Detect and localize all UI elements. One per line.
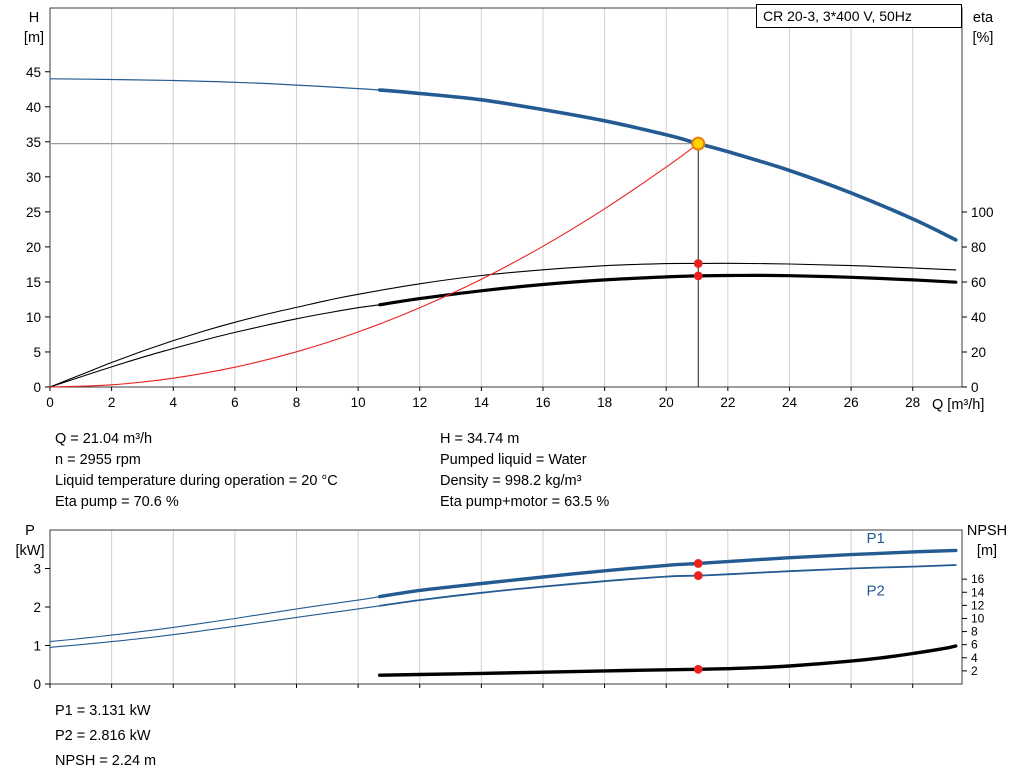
info-p2: P2 = 2.816 kW: [55, 728, 151, 744]
p2-curve-thin: [49, 605, 381, 648]
p2-curve: [378, 564, 957, 607]
right-tick-label: 2: [971, 664, 978, 678]
right-tick-label: 40: [971, 310, 986, 325]
x-tick-label: 22: [720, 395, 735, 410]
x-tick-label: 6: [231, 395, 239, 410]
x-tick-label: 18: [597, 395, 612, 410]
left-tick-label: 5: [33, 345, 41, 360]
x-tick-label: 10: [351, 395, 366, 410]
left-axis-title: P: [25, 523, 35, 539]
info-flow: Q = 21.04 m³/h: [55, 431, 153, 447]
left-tick-label: 3: [33, 562, 41, 577]
eta-pump-motor-thin: [49, 304, 381, 388]
right-tick-label: 20: [971, 345, 986, 360]
left-tick-label: 15: [26, 275, 41, 290]
npsh-curve: [378, 644, 958, 677]
right-tick-label: 80: [971, 240, 986, 255]
x-tick-label: 20: [659, 395, 674, 410]
x-tick-label: 0: [46, 395, 54, 410]
x-tick-label: 12: [412, 395, 427, 410]
info-speed: n = 2955 rpm: [55, 452, 141, 468]
duty-info-left-column: Q = 21.04 m³/h n = 2955 rpm Liquid tempe…: [55, 429, 338, 513]
right-tick-label: 60: [971, 275, 986, 290]
left-tick-label: 40: [26, 100, 41, 115]
left-tick-label: 2: [33, 600, 41, 615]
x-tick-label: 16: [535, 395, 550, 410]
x-tick-label: 2: [108, 395, 116, 410]
right-axis-title: eta: [973, 10, 994, 26]
eta-pump-duty-dot: [693, 259, 703, 268]
info-liquid-temperature: Liquid temperature during operation = 20…: [55, 473, 338, 489]
left-tick-label: 35: [26, 135, 41, 150]
left-axis-unit: [kW]: [16, 543, 45, 559]
x-tick-label: 8: [293, 395, 301, 410]
right-tick-label: 4: [971, 651, 978, 665]
p2-duty-dot: [693, 571, 703, 580]
p1-curve: [378, 548, 958, 599]
right-axis-unit: [m]: [977, 543, 997, 559]
system-curve: [49, 143, 699, 388]
right-tick-label: 16: [971, 572, 985, 586]
left-tick-label: 25: [26, 205, 41, 220]
left-tick-label: 0: [33, 677, 41, 692]
npsh-duty-dot: [693, 664, 703, 674]
duty-info-right-column: H = 34.74 m Pumped liquid = Water Densit…: [440, 429, 609, 513]
eta-pump-motor-duty-dot: [693, 271, 703, 281]
qh-eta-chart: 0 2 4 6 8 10 12 14 16 18 20 22 24 26 28051015202530354…: [24, 7, 994, 413]
p2-label: P2: [866, 582, 884, 599]
right-tick-label: 100: [971, 205, 994, 220]
right-tick-label: 8: [971, 625, 978, 639]
left-tick-label: 20: [26, 240, 41, 255]
info-head: H = 34.74 m: [440, 431, 520, 447]
left-axis-unit: [m]: [24, 30, 44, 46]
right-tick-label: 6: [971, 638, 978, 652]
h-curve: [377, 88, 958, 242]
duty-point-marker[interactable]: [691, 136, 706, 151]
right-tick-label: 10: [971, 611, 985, 625]
p1-duty-dot: [693, 559, 703, 568]
info-eta-pump-motor: Eta pump+motor = 63.5 %: [440, 494, 610, 510]
x-tick-label: 14: [474, 395, 490, 410]
left-tick-label: 10: [26, 310, 41, 325]
pump-type-label: CR 20-3, 3*400 V, 50Hz: [756, 4, 962, 28]
x-tick-label: 4: [169, 395, 177, 410]
h-curve-thin: [49, 78, 381, 91]
left-tick-label: 45: [26, 65, 41, 80]
right-axis-unit: [%]: [973, 30, 994, 46]
plot-frame: [49, 7, 963, 388]
p1-curve-thin: [49, 596, 381, 643]
x-tick-label: 26: [844, 395, 859, 410]
left-axis-title: H: [29, 10, 39, 26]
info-p1: P1 = 3.131 kW: [55, 703, 151, 719]
plot-frame: [49, 529, 963, 685]
right-tick-label: 0: [971, 380, 979, 395]
p1-label: P1: [866, 530, 884, 547]
left-tick-label: 1: [33, 639, 41, 654]
x-tick-label: 24: [782, 395, 798, 410]
info-npsh: NPSH = 2.24 m: [55, 753, 157, 769]
x-tick-label: 28: [905, 395, 920, 410]
power-info-block: P1 = 3.131 kW P2 = 2.816 kW NPSH = 2.24 …: [55, 699, 156, 774]
left-tick-label: 30: [26, 170, 41, 185]
right-tick-label: 12: [971, 598, 985, 612]
info-eta-pump: Eta pump = 70.6 %: [55, 494, 179, 510]
info-pumped-liquid: Pumped liquid = Water: [440, 452, 587, 468]
right-tick-label: 14: [971, 585, 985, 599]
x-axis-label: Q [m³/h]: [932, 397, 984, 413]
info-density: Density = 998.2 kg/m³: [440, 473, 582, 489]
right-axis-title: NPSH: [967, 523, 1007, 539]
left-tick-label: 0: [33, 380, 41, 395]
eta-pump-curve: [49, 262, 957, 388]
eta-pump-motor-curve: [378, 273, 958, 307]
